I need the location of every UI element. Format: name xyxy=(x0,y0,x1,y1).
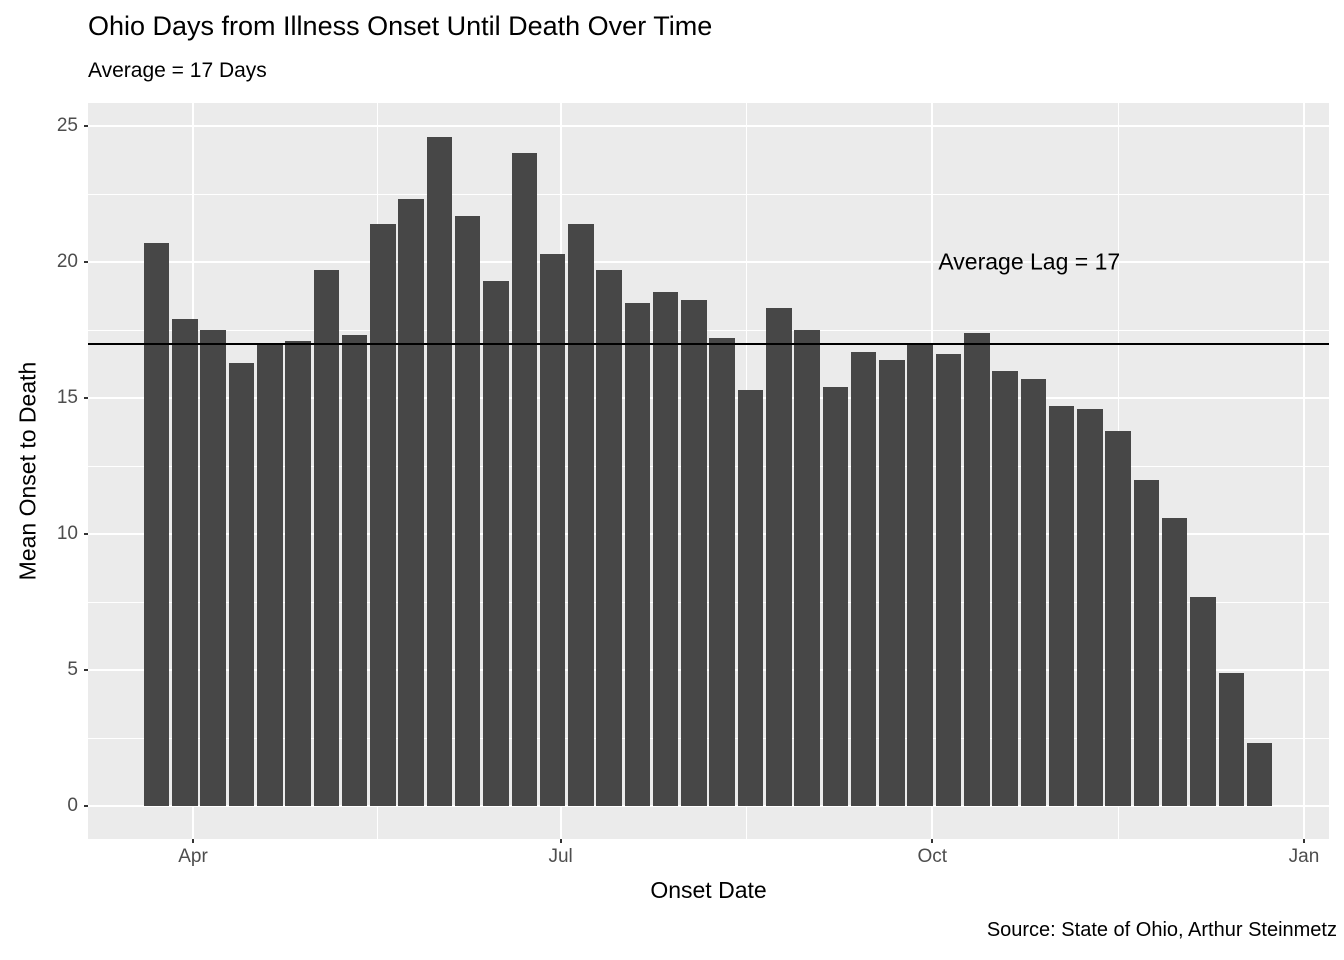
bar-week-2020-06-15 xyxy=(483,281,509,806)
bar-week-2020-05-25 xyxy=(398,199,424,806)
x-tick-label: Jan xyxy=(1288,846,1320,867)
x-tick-mark xyxy=(1303,839,1305,843)
bar-week-2020-05-18 xyxy=(370,223,396,806)
y-minor-gridline xyxy=(88,466,1329,467)
bar-week-2020-11-30 xyxy=(1161,517,1188,806)
bar-week-2020-03-30 xyxy=(172,319,198,806)
x-major-gridline xyxy=(1303,103,1305,839)
bar-week-2020-04-13 xyxy=(228,362,255,806)
y-tick-mark xyxy=(84,805,88,807)
bar-week-2020-05-04 xyxy=(313,270,340,806)
bar-week-2020-07-20 xyxy=(624,302,651,806)
y-major-gridline xyxy=(88,261,1329,263)
y-tick-label: 25 xyxy=(56,115,78,136)
y-major-gridline xyxy=(88,669,1329,671)
y-tick-mark xyxy=(84,669,88,671)
bar-week-2020-09-28 xyxy=(907,343,933,806)
bar-week-2020-08-24 xyxy=(766,308,792,806)
y-minor-gridline xyxy=(88,330,1329,331)
y-tick-label: 10 xyxy=(56,523,78,544)
source-caption: Source: State of Ohio, Arthur Steinmetz xyxy=(986,919,1337,941)
x-tick-label: Oct xyxy=(917,846,948,867)
bar-week-2020-06-22 xyxy=(511,153,538,806)
y-tick-mark xyxy=(84,261,88,263)
y-tick-label: 20 xyxy=(56,251,78,272)
y-tick-label: 0 xyxy=(67,795,78,816)
x-tick-mark xyxy=(192,839,194,843)
bar-week-2020-12-07 xyxy=(1190,596,1216,806)
bar-week-2020-08-31 xyxy=(794,330,820,806)
bar-week-2020-11-09 xyxy=(1077,408,1103,806)
bar-week-2020-10-19 xyxy=(992,370,1018,806)
bar-week-2020-09-21 xyxy=(879,359,905,806)
y-minor-gridline xyxy=(88,602,1329,603)
chart-subtitle: Average = 17 Days xyxy=(88,59,267,82)
y-tick-mark xyxy=(84,125,88,127)
y-major-gridline xyxy=(88,533,1329,535)
bar-week-2020-04-27 xyxy=(285,340,311,806)
bar-week-2020-03-23 xyxy=(143,242,170,806)
bar-week-2020-04-20 xyxy=(257,343,283,806)
average-line xyxy=(88,342,1329,345)
bar-week-2020-06-29 xyxy=(539,253,566,806)
bar-week-2020-04-06 xyxy=(200,330,226,806)
bar-week-2020-07-06 xyxy=(568,223,594,806)
bar-week-2020-08-03 xyxy=(681,300,707,806)
bar-week-2020-08-10 xyxy=(709,338,735,806)
bar-week-2020-09-14 xyxy=(850,351,877,806)
bar-week-2020-05-11 xyxy=(341,335,368,806)
y-major-gridline xyxy=(88,397,1329,399)
bar-week-2020-10-05 xyxy=(935,354,962,806)
bar-week-2020-08-17 xyxy=(737,389,764,806)
y-tick-label: 15 xyxy=(56,387,78,408)
y-minor-gridline xyxy=(88,194,1329,195)
x-tick-label: Jul xyxy=(548,846,573,867)
bar-week-2020-06-08 xyxy=(454,215,481,806)
bar-week-2020-07-27 xyxy=(652,291,679,806)
y-minor-gridline xyxy=(88,738,1329,739)
bar-week-2020-12-21 xyxy=(1246,743,1273,806)
average-lag-annotation: Average Lag = 17 xyxy=(938,248,1121,275)
y-major-gridline xyxy=(88,125,1329,127)
plot-panel: Average Lag = 17 xyxy=(88,103,1329,839)
y-major-gridline xyxy=(88,805,1329,807)
bar-week-2020-11-16 xyxy=(1105,430,1131,806)
bar-week-2020-11-02 xyxy=(1048,406,1075,806)
bar-week-2020-10-26 xyxy=(1020,378,1047,806)
bar-week-2020-06-01 xyxy=(426,136,453,806)
y-tick-mark xyxy=(84,533,88,535)
x-axis-title: Onset Date xyxy=(650,877,767,903)
bar-week-2020-07-13 xyxy=(596,270,622,806)
x-tick-mark xyxy=(559,839,562,843)
bar-week-2020-10-12 xyxy=(964,332,990,806)
x-tick-label: Apr xyxy=(178,846,208,867)
bar-week-2020-09-07 xyxy=(822,387,849,806)
x-tick-mark xyxy=(931,839,934,843)
bar-week-2020-12-14 xyxy=(1218,672,1245,806)
y-tick-mark xyxy=(84,397,88,399)
bar-week-2020-11-23 xyxy=(1133,479,1160,806)
y-tick-label: 5 xyxy=(67,659,78,680)
chart-title: Ohio Days from Illness Onset Until Death… xyxy=(88,11,713,41)
